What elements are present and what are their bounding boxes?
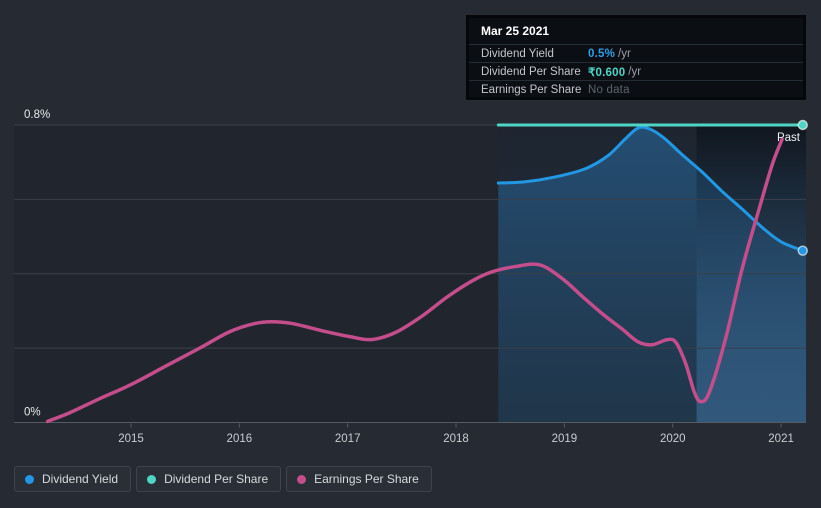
- tooltip-title: Mar 25 2021: [481, 24, 550, 38]
- x-axis-label-2018: 2018: [443, 433, 469, 445]
- legend-item-dividend-per-share[interactable]: Dividend Per Share: [136, 466, 282, 492]
- legend-dot-1: [147, 474, 157, 484]
- y-axis-label: 0%: [24, 407, 41, 419]
- legend-item-earnings-per-share[interactable]: Earnings Per Share: [286, 466, 432, 492]
- x-axis-label-2016: 2016: [227, 433, 253, 445]
- legend-dot-0: [25, 474, 34, 484]
- x-axis-label-2021: 2021: [768, 433, 794, 445]
- x-axis-label-2015: 2015: [118, 433, 144, 445]
- earnings-per-share-line: [45, 137, 784, 424]
- x-axis-label-2017: 2017: [335, 433, 361, 445]
- legend-dot-2: [297, 474, 307, 484]
- dividend-yield-line: [496, 125, 805, 253]
- x-axis-label-2019: 2019: [552, 433, 578, 445]
- tooltip-row-earnings-per-share: Earnings Per Share No data: [469, 80, 803, 98]
- chart-legend: Dividend Yield Dividend Per Share Earnin…: [14, 466, 432, 492]
- dividend-per-share-end-dot: [797, 119, 808, 131]
- tooltip-value-2: No data: [588, 83, 630, 96]
- past-label: Past: [777, 132, 801, 144]
- dividend-yield-end-dot: [797, 245, 808, 256]
- legend-label: Earnings Per Share: [314, 472, 419, 486]
- legend-item-dividend-yield[interactable]: Dividend Yield: [14, 466, 132, 492]
- tooltip-row-dividend-yield: Dividend Yield 0.5% /yr: [469, 44, 803, 62]
- chart-tooltip: Mar 25 2021 Dividend Yield 0.5% /yr Divi…: [466, 15, 806, 100]
- legend-label: Dividend Per Share: [164, 472, 269, 486]
- tooltip-value-0: 0.5%: [588, 47, 616, 60]
- legend-label: Dividend Yield: [42, 472, 119, 486]
- tooltip-suffix: /yr: [618, 47, 631, 60]
- tooltip-value-1: ₹0.600: [588, 66, 626, 79]
- tooltip-suffix: /yr: [628, 65, 642, 78]
- x-axis-label-2020: 2020: [660, 433, 686, 445]
- y-axis-label: 0.8%: [24, 109, 50, 121]
- tooltip-row-label: Dividend Per Share: [481, 65, 581, 78]
- tooltip-row-dividend-per-share: Dividend Per Share ₹0.600 /yr: [469, 62, 803, 80]
- tooltip-row-label: Earnings Per Share: [481, 83, 582, 96]
- tooltip-row-label: Dividend Yield: [481, 47, 554, 60]
